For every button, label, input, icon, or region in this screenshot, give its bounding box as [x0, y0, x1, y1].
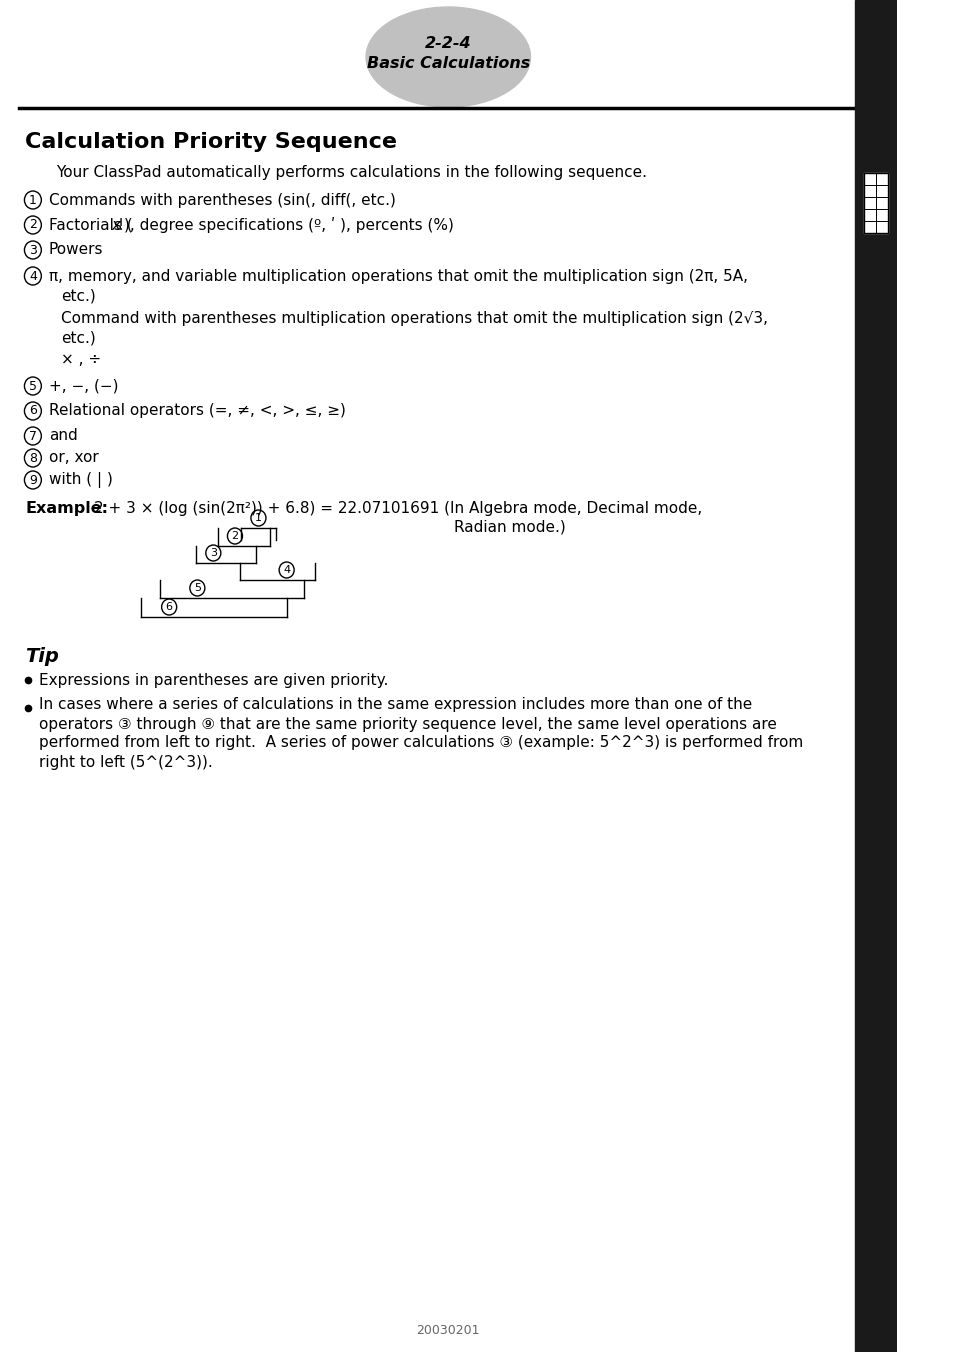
Text: 20030201: 20030201 — [416, 1324, 479, 1337]
Text: performed from left to right.  A series of power calculations ③ (example: 5^2^3): performed from left to right. A series o… — [39, 735, 802, 750]
Text: and: and — [49, 429, 77, 443]
Text: 2 + 3 × (log (sin(2π²)) + 6.8) = 22.07101691 (In Algebra mode, Decimal mode,: 2 + 3 × (log (sin(2π²)) + 6.8) = 22.0710… — [94, 500, 701, 515]
Text: 9: 9 — [29, 473, 37, 487]
Text: Command with parentheses multiplication operations that omit the multiplication : Command with parentheses multiplication … — [61, 311, 767, 326]
Text: Commands with parentheses (sin(, diff(, etc.): Commands with parentheses (sin(, diff(, … — [49, 192, 395, 207]
Text: 3: 3 — [210, 548, 216, 558]
Text: In cases where a series of calculations in the same expression includes more tha: In cases where a series of calculations … — [39, 698, 752, 713]
Text: Radian mode.): Radian mode.) — [454, 519, 565, 534]
Text: x: x — [112, 218, 121, 233]
Text: Tip: Tip — [26, 646, 59, 665]
Text: Expressions in parentheses are given priority.: Expressions in parentheses are given pri… — [39, 672, 389, 688]
Ellipse shape — [366, 7, 530, 107]
Text: +, −, (−): +, −, (−) — [49, 379, 118, 393]
Text: or, xor: or, xor — [49, 450, 98, 465]
Text: 5: 5 — [193, 583, 201, 594]
Text: 1: 1 — [29, 193, 37, 207]
Text: 4: 4 — [283, 565, 290, 575]
Text: Relational operators (=, ≠, <, >, ≤, ≥): Relational operators (=, ≠, <, >, ≤, ≥) — [49, 403, 345, 419]
Text: 4: 4 — [29, 269, 37, 283]
Text: Calculation Priority Sequence: Calculation Priority Sequence — [26, 132, 397, 151]
Text: 5: 5 — [29, 380, 37, 392]
Text: Powers: Powers — [49, 242, 103, 257]
Bar — [862, 173, 887, 233]
Text: 2: 2 — [232, 531, 238, 541]
Text: etc.): etc.) — [61, 288, 95, 303]
Text: 8: 8 — [29, 452, 37, 465]
Text: Factorials (: Factorials ( — [49, 218, 132, 233]
Text: 6: 6 — [166, 602, 172, 612]
Text: operators ③ through ⑨ that are the same priority sequence level, the same level : operators ③ through ⑨ that are the same … — [39, 717, 777, 731]
Text: 7: 7 — [29, 430, 37, 442]
Text: !), degree specifications (º, ʹ ), percents (%): !), degree specifications (º, ʹ ), perce… — [118, 218, 454, 233]
Text: etc.): etc.) — [61, 330, 95, 346]
Text: 2-2-4: 2-2-4 — [424, 37, 471, 51]
Bar — [862, 173, 887, 233]
Text: 3: 3 — [29, 243, 37, 257]
Text: with ( | ): with ( | ) — [49, 472, 112, 488]
Text: 6: 6 — [29, 404, 37, 418]
Text: Example:: Example: — [26, 500, 109, 515]
Text: 1: 1 — [254, 512, 262, 523]
Text: Your ClassPad automatically performs calculations in the following sequence.: Your ClassPad automatically performs cal… — [56, 165, 647, 180]
Text: right to left (5^(2^3)).: right to left (5^(2^3)). — [39, 754, 213, 769]
Text: × , ÷: × , ÷ — [61, 353, 101, 368]
Text: π, memory, and variable multiplication operations that omit the multiplication s: π, memory, and variable multiplication o… — [49, 269, 747, 284]
Text: 2: 2 — [29, 219, 37, 231]
Bar — [854, 0, 896, 1352]
Text: Basic Calculations: Basic Calculations — [366, 57, 529, 72]
